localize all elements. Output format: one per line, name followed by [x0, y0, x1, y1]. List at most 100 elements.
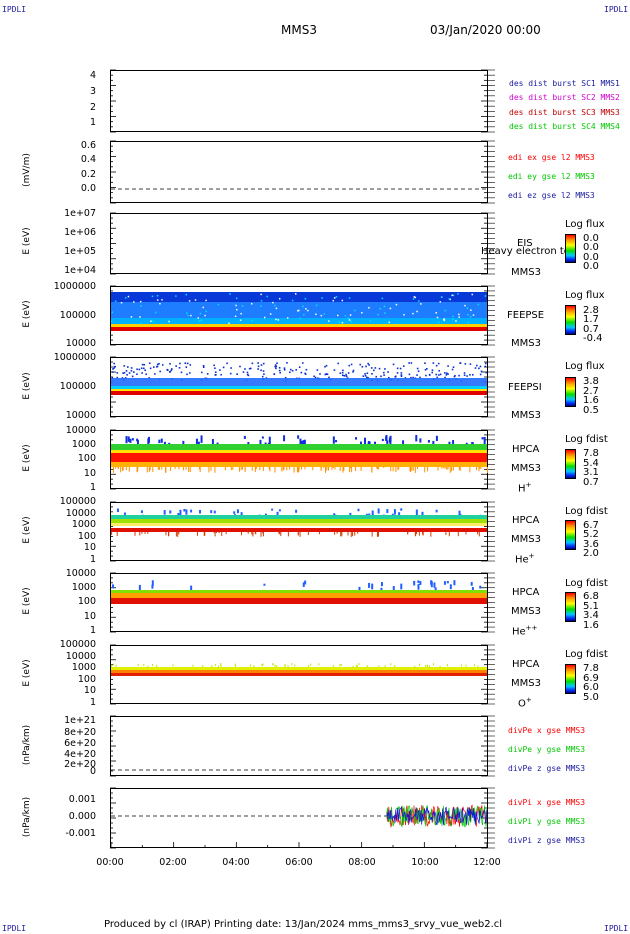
- feepsi-sparse: [220, 373, 223, 376]
- hpca-he-tail: [139, 532, 141, 536]
- feepse-speckle: [229, 293, 231, 295]
- species-hpca-o-charge: +: [525, 696, 532, 704]
- species-hpca-hepp-name: He: [512, 626, 526, 638]
- feepse-speckle: [332, 299, 334, 302]
- footer-credit: Produced by cl (IRAP) Printing date: 13/…: [104, 919, 503, 930]
- hpca-h-spike: [381, 438, 384, 441]
- feepsi-sparse: [479, 373, 482, 376]
- hpca-h-spike: [125, 436, 128, 444]
- hpca-o-speck: [308, 664, 310, 667]
- feepsi-sparse: [350, 363, 353, 366]
- feepsi-sparse: [328, 376, 330, 379]
- species-hpca-he: He+: [515, 552, 535, 565]
- hpca-o-speck: [143, 663, 145, 666]
- hpca-he-tail: [297, 532, 299, 536]
- tick-edi-2: 0.2: [80, 169, 96, 180]
- feepse-speckle: [152, 320, 154, 323]
- feepsi-sparse: [138, 368, 141, 371]
- ylabel-hpca-hepp: E (eV): [22, 587, 32, 615]
- cbar-feepsi-0: 3.8: [583, 376, 599, 387]
- feepsi-sparse: [130, 367, 133, 369]
- hpca-h-tail: [251, 467, 253, 471]
- hpca-h-tail: [161, 467, 163, 470]
- feepse-speckle: [161, 299, 163, 301]
- hpca-h-band-yellow: [111, 450, 487, 453]
- cbar-hpca-he-1: 5.2: [583, 529, 599, 540]
- inst-feepsi-sc: MMS3: [511, 410, 541, 421]
- hpca-o-speck: [414, 665, 416, 668]
- feepsi-sparse: [480, 370, 483, 373]
- hpca-o-speck: [366, 665, 368, 668]
- feepsi-sparse: [437, 362, 440, 365]
- hpca-he-tail: [371, 532, 373, 537]
- feepsi-sparse: [368, 364, 370, 366]
- hpca-h-tail: [199, 467, 201, 473]
- feepsi-sparse: [444, 376, 446, 379]
- hpca-h-spike: [259, 439, 262, 447]
- hpca-o-speck: [318, 663, 320, 666]
- hpca-he-band-green: [111, 519, 487, 523]
- feepse-speckle: [452, 294, 455, 297]
- hpca-he-tail: [287, 532, 289, 537]
- tick-divpi-2: -0.001: [65, 828, 96, 839]
- feepse-speckle: [234, 315, 237, 318]
- hpca-h-tail: [451, 467, 453, 472]
- feepsi-sparse: [333, 369, 336, 371]
- inst-feepse-name: FEEPSE: [507, 310, 545, 321]
- inst-hpca-h-name: HPCA: [512, 444, 540, 455]
- hpca-h-tail: [480, 467, 482, 470]
- hpca-h-tail: [182, 467, 184, 471]
- hpca-h-tail: [136, 467, 138, 473]
- cbar-hpca-o-0: 7.8: [583, 663, 599, 674]
- hpca-h-tail: [447, 467, 449, 470]
- hpca-h-tail: [427, 467, 429, 472]
- feepsi-sparse: [247, 374, 250, 377]
- hpca-h-tail: [355, 467, 357, 472]
- feepse-speckle: [274, 304, 276, 307]
- hpca-h-spike: [363, 437, 366, 446]
- hpca-h-tail: [189, 467, 191, 473]
- hpca-he-tail: [414, 532, 416, 537]
- feepsi-sparse: [202, 366, 205, 369]
- hpca-he-spike: [386, 509, 389, 514]
- hpca-he-tail: [299, 532, 301, 537]
- hpca-h-tail: [269, 467, 271, 472]
- hpca-hepp-spike: [138, 584, 141, 591]
- feepse-speckle: [188, 300, 191, 302]
- feepsi-sparse: [166, 369, 169, 371]
- tick-hpca-h-4: 1: [89, 482, 96, 493]
- species-hpca-o: O+: [518, 696, 532, 709]
- feepse-band-top: [111, 292, 487, 302]
- feepse-speckle: [381, 297, 384, 300]
- hpca-h-spike: [373, 441, 376, 445]
- hpca-h-tail: [478, 467, 480, 472]
- hpca-h-tail: [149, 467, 151, 471]
- hpca-he-tail: [465, 532, 467, 535]
- feepse-speckle: [389, 307, 392, 310]
- hpca-hepp-spike: [443, 581, 446, 585]
- hpca-h-tail: [486, 467, 488, 473]
- hpca-o-speck: [272, 663, 274, 666]
- feepsi-sparse: [451, 368, 454, 371]
- hpca-he-spike: [177, 513, 180, 517]
- tick-hpca-o-3: 100: [77, 674, 96, 685]
- hpca-h-tail: [342, 467, 344, 473]
- feepsi-sparse: [175, 365, 177, 367]
- feepse-speckle: [198, 320, 201, 322]
- hpca-o-speck: [356, 665, 358, 668]
- tick-hpca-h-3: 10: [83, 468, 96, 479]
- feepsi-sparse: [246, 371, 249, 374]
- hpca-h-tail: [476, 467, 478, 471]
- feepsi-sparse: [180, 371, 183, 374]
- inst-feepsi-name: FEEPSI: [508, 382, 542, 393]
- hpca-o-speck: [220, 663, 222, 666]
- feepsi-sparse: [362, 375, 365, 377]
- feepsi-sparse: [189, 372, 191, 374]
- feepsi-sparse: [404, 377, 407, 379]
- feepsi-sparse: [459, 362, 461, 364]
- feepsi-sparse: [380, 375, 382, 378]
- hpca-h-tail: [410, 467, 412, 472]
- feepsi-sparse: [463, 374, 466, 377]
- feepsi-sparse: [202, 364, 205, 367]
- feepse-speckle: [440, 296, 443, 298]
